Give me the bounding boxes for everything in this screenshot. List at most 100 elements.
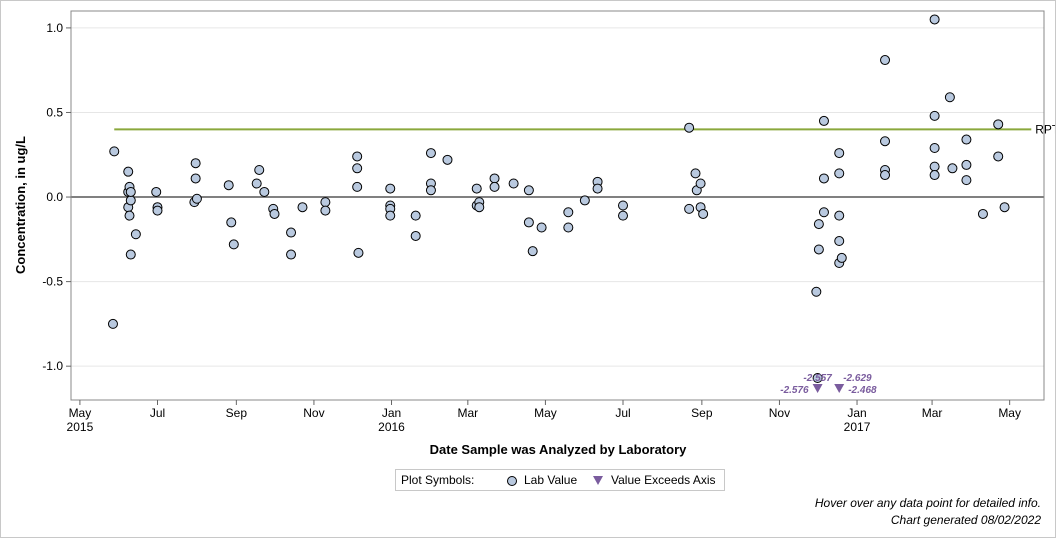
legend-item-value-exceeds-axis: Value Exceeds Axis xyxy=(611,473,716,487)
lab-value-point xyxy=(977,208,988,219)
lab-value-point xyxy=(125,186,136,197)
lab-value-point xyxy=(228,239,239,250)
lab-value-point xyxy=(125,249,136,260)
lab-value-point xyxy=(124,210,135,221)
x-tick-label: May xyxy=(69,406,92,420)
lab-value-point xyxy=(523,185,534,196)
lab-value-point xyxy=(527,246,538,257)
lab-value-point xyxy=(961,159,972,170)
lab-value-point xyxy=(698,208,709,219)
lab-value-point xyxy=(190,158,201,169)
x-tick-year-label: 2015 xyxy=(67,420,94,434)
lab-value-point xyxy=(474,202,485,213)
lab-value-point xyxy=(123,166,134,177)
lab-value-point xyxy=(489,181,500,192)
legend-circle-icon xyxy=(507,476,517,486)
y-tick-label: 0.0 xyxy=(46,190,63,204)
lab-value-point xyxy=(618,210,629,221)
point-layer: -2.557-2.576 -2.629-2.468 xyxy=(107,14,1010,396)
lab-value-point xyxy=(834,168,845,179)
lab-value-point xyxy=(353,247,364,258)
lab-value-point xyxy=(929,161,940,172)
y-tick-label: -1.0 xyxy=(42,359,63,373)
lab-value-point xyxy=(191,193,202,204)
x-tick-label: May xyxy=(998,406,1021,420)
legend: Plot Symbols: Lab Value Value Exceeds Ax… xyxy=(395,469,725,491)
lab-value-point xyxy=(410,230,421,241)
lab-value-point xyxy=(385,183,396,194)
x-tick-label: Nov xyxy=(303,406,324,420)
lab-value-point xyxy=(109,146,120,157)
plot-area xyxy=(70,10,1045,401)
x-tick-year-label: 2017 xyxy=(844,420,871,434)
lab-value-point xyxy=(818,115,829,126)
lab-value-point xyxy=(442,154,453,165)
lab-value-point xyxy=(536,222,547,233)
lab-value-point xyxy=(818,207,829,218)
generated-footnote: Chart generated 08/02/2022 xyxy=(890,513,1041,527)
lab-value-point xyxy=(961,175,972,186)
lab-value-point xyxy=(563,207,574,218)
exceeds-axis-value-label: -2.629 xyxy=(843,373,872,384)
x-tick-label: Jan xyxy=(847,406,866,420)
x-tick-label: Nov xyxy=(769,406,790,420)
lab-value-point xyxy=(254,164,265,175)
x-tick-label: Jul xyxy=(615,406,630,420)
lab-value-point xyxy=(944,92,955,103)
lab-value-point xyxy=(579,195,590,206)
legend-heading: Plot Symbols: xyxy=(401,473,475,487)
lab-value-point xyxy=(352,181,363,192)
lab-value-point xyxy=(563,222,574,233)
lab-value-point xyxy=(834,210,845,221)
lab-value-point xyxy=(947,163,958,174)
lab-value-point xyxy=(813,244,824,255)
lab-value-point xyxy=(425,185,436,196)
value-exceeds-axis-marker xyxy=(812,384,823,393)
lab-value-point xyxy=(684,122,695,133)
lab-value-point xyxy=(880,55,891,66)
lab-value-point xyxy=(471,183,482,194)
lab-value-point xyxy=(993,119,1004,130)
x-tick-year-label: 2016 xyxy=(378,420,405,434)
lab-value-point xyxy=(130,229,141,240)
x-axis-label: Date Sample was Analyzed by Laboratory xyxy=(430,442,687,457)
lab-value-point xyxy=(834,148,845,159)
reference-layer: RPT Level xyxy=(71,122,1055,199)
exceeds-axis-value-label: -2.468 xyxy=(848,385,877,396)
lab-value-point xyxy=(352,163,363,174)
lab-value-point xyxy=(297,202,308,213)
lab-value-point xyxy=(999,202,1010,213)
lab-value-point xyxy=(690,168,701,179)
y-tick-label: 0.5 xyxy=(46,105,63,119)
y-axis-label: Concentration, in ug/L xyxy=(13,136,28,274)
lab-value-point xyxy=(320,197,331,208)
lab-value-point xyxy=(385,210,396,221)
x-tick-label: Mar xyxy=(457,406,478,420)
lab-value-point xyxy=(929,170,940,181)
lab-value-point xyxy=(592,183,603,194)
lab-value-point xyxy=(223,180,234,191)
lab-value-point xyxy=(410,210,421,221)
lab-value-point xyxy=(151,186,162,197)
x-tick-label: Jan xyxy=(382,406,401,420)
value-exceeds-axis-marker xyxy=(834,384,845,393)
lab-value-point xyxy=(880,170,891,181)
lab-value-point xyxy=(811,286,822,297)
lab-value-point xyxy=(259,186,270,197)
lab-value-point xyxy=(993,151,1004,162)
lab-value-point xyxy=(251,178,262,189)
lab-value-point xyxy=(269,208,280,219)
lab-value-point xyxy=(152,205,163,216)
x-tick-label: Jul xyxy=(150,406,165,420)
lab-value-point xyxy=(190,173,201,184)
legend-item-lab-value: Lab Value xyxy=(524,473,578,487)
lab-value-point xyxy=(929,110,940,121)
x-tick-label: Sep xyxy=(226,406,248,420)
lab-value-point xyxy=(286,227,297,238)
lab-value-point xyxy=(818,173,829,184)
lab-value-point xyxy=(489,173,500,184)
x-tick-label: May xyxy=(534,406,557,420)
lab-value-point xyxy=(836,252,847,263)
lab-value-point xyxy=(618,200,629,211)
